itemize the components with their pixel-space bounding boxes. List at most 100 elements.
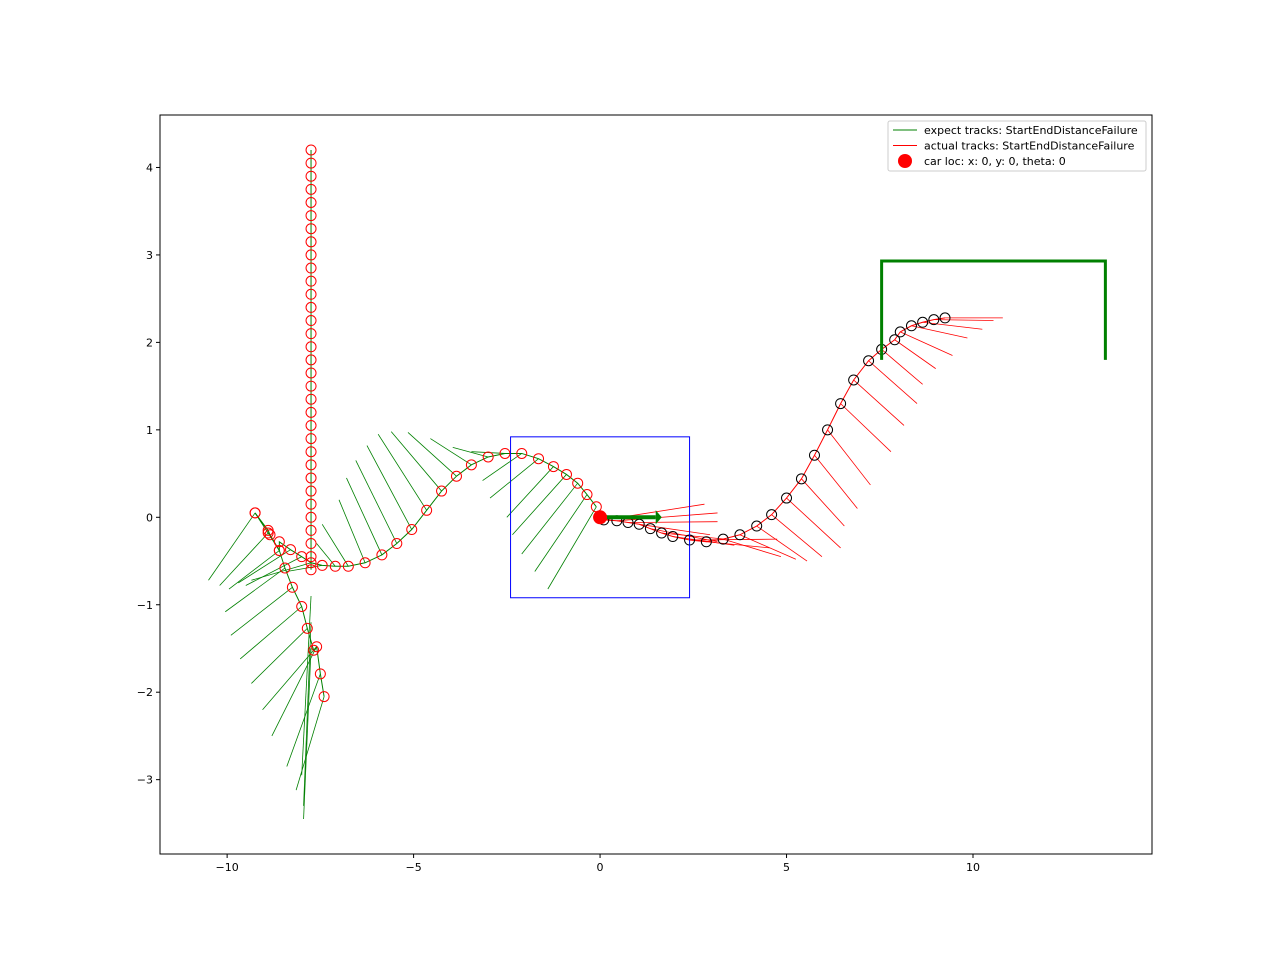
track-point-marker (305, 485, 317, 497)
actual-point-marker (717, 533, 729, 545)
expect-tail-marker (286, 581, 298, 593)
actual-point-marker (781, 492, 793, 504)
x-tick-label: −10 (216, 861, 239, 874)
y-tick-label: −3 (137, 774, 153, 787)
actual-heading-line (894, 339, 936, 369)
actual-heading-line (900, 331, 953, 356)
expect-tail-marker (314, 668, 326, 680)
legend-box (887, 120, 1147, 172)
expect-point-marker (482, 451, 494, 463)
y-tick-label: −1 (137, 599, 153, 612)
expect-heading-line (355, 460, 398, 544)
x-tick-label: 5 (783, 861, 790, 874)
actual-heading-line (771, 514, 823, 557)
expect-heading-line (506, 466, 554, 518)
expect-heading-line (547, 506, 597, 590)
expect-point-marker (329, 560, 341, 572)
actual-point-marker (917, 316, 929, 328)
y-tick-label: 0 (146, 511, 153, 524)
track-point-marker (305, 354, 317, 366)
track-point-marker (305, 341, 317, 353)
actual-point-marker (905, 320, 917, 332)
track-point-marker (305, 223, 317, 235)
track-point-marker (305, 196, 317, 208)
expect-tail-marker (262, 527, 274, 539)
actual-point-marker (889, 334, 901, 346)
expect-tail-marker (249, 507, 261, 519)
actual-heading-line (616, 512, 718, 522)
track-point-marker (305, 328, 317, 340)
track-point-marker (305, 210, 317, 222)
track-point-marker (305, 551, 317, 563)
expect-point-marker (359, 557, 371, 569)
actual-heading-line (868, 360, 918, 404)
expect-heading-line (534, 494, 588, 572)
target-boundary (880, 259, 1107, 360)
actual-heading-line (881, 349, 923, 385)
expect-track-line (254, 452, 597, 567)
expect-point-marker (376, 549, 388, 561)
expect-heading-line (321, 524, 349, 567)
expect-heading-line (219, 532, 269, 586)
heading-arrow-head (655, 510, 662, 525)
actual-point-marker (939, 312, 951, 324)
track-point-marker (305, 249, 317, 261)
expect-point-marker (264, 529, 276, 541)
actual-point-marker (894, 326, 906, 338)
actual-heading-line (922, 321, 983, 330)
track-point-marker (305, 262, 317, 274)
track-point-marker (305, 393, 317, 405)
expect-point-marker (572, 477, 584, 489)
actual-point-marker (766, 509, 778, 521)
actual-heading-line (840, 403, 892, 452)
actual-point-marker (700, 536, 712, 548)
actual-point-marker (656, 527, 668, 539)
track-point-marker (305, 301, 317, 313)
expect-tail-marker (301, 622, 313, 634)
legend-dot-swatch (898, 154, 912, 168)
expect-point-marker (499, 447, 511, 459)
actual-heading-line (639, 523, 711, 536)
expect-tail-marker (318, 691, 330, 703)
expect-tail-marker (296, 601, 308, 613)
x-tick-label: −5 (405, 861, 421, 874)
expect-point-marker (533, 453, 545, 465)
track-point-marker (305, 275, 317, 287)
track-point-marker (305, 367, 317, 379)
expect-heading-line (482, 453, 522, 481)
expect-point-marker (296, 551, 308, 563)
y-axis: −3 −2 −1 0 1 2 3 4 (137, 161, 160, 787)
actual-heading-line (756, 525, 808, 562)
track-point-marker (305, 183, 317, 195)
actual-heading-line (706, 541, 770, 549)
track-point-marker (305, 538, 317, 550)
expect-point-marker (273, 536, 285, 548)
expect-heading-line (346, 477, 383, 556)
y-tick-label: 2 (146, 336, 153, 349)
expect-heading-line (225, 567, 286, 613)
actual-heading-line (853, 379, 905, 426)
actual-point-marker (822, 424, 834, 436)
expect-heading-line (286, 565, 323, 572)
expect-point-marker (421, 504, 433, 516)
actual-heading-line (786, 497, 841, 549)
car-location-dot (593, 510, 608, 525)
actual-heading-line (827, 429, 871, 486)
legend-label: expect tracks: StartEndDistanceFailure (924, 124, 1138, 137)
y-tick-label: 4 (146, 161, 153, 174)
actual-point-marker (734, 529, 746, 541)
track-point-marker (305, 157, 317, 169)
expect-heading-line (228, 550, 280, 590)
expect-point-marker (547, 461, 559, 473)
expect-point-marker (316, 559, 328, 571)
actual-heading-line (911, 325, 968, 339)
actual-heading-line (739, 534, 797, 560)
actual-heading-line (723, 538, 782, 558)
track-point-marker (305, 498, 317, 510)
expect-point-marker (406, 524, 418, 536)
x-axis: −10 −5 0 5 10 (216, 854, 980, 874)
expect-heading-line (303, 648, 312, 820)
track-point-marker (305, 459, 317, 471)
expect-heading-line (521, 482, 578, 555)
